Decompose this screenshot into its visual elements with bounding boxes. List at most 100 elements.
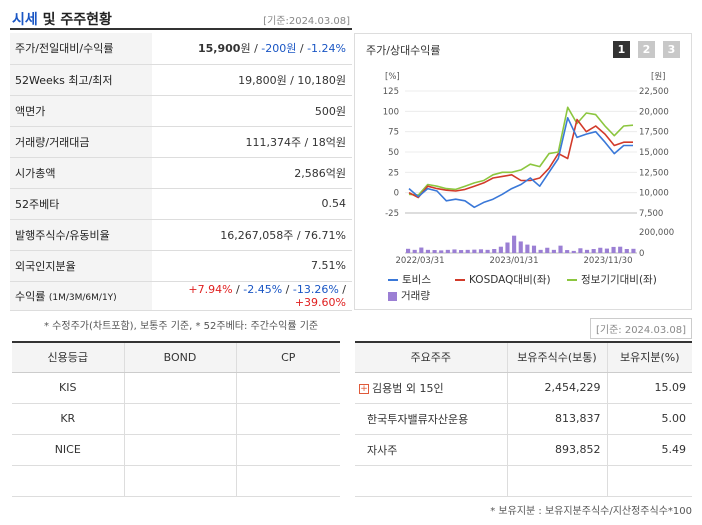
- table-row: + 김용범 외 15인 2,454,229 15.09: [355, 372, 692, 404]
- legend-swatch: [388, 291, 397, 301]
- table-row: 자사주 893,852 5.49: [355, 434, 692, 466]
- row-label: 거래량/거래대금: [10, 126, 152, 158]
- legend-item-tobis: 토비스: [388, 272, 431, 287]
- agency-cell: NICE: [12, 434, 124, 466]
- volume-bar: [472, 249, 477, 253]
- y-right-tick-label: 22,500: [639, 87, 669, 97]
- quote-footnote: * 수정주가(차트포함), 보통주 기준, * 52주베타: 주간수익률 기준: [44, 321, 319, 332]
- holder-shares: [506, 465, 607, 497]
- volume-bar: [584, 249, 590, 253]
- holder-shares: 893,852: [506, 434, 607, 466]
- table-row: KIS: [12, 372, 340, 404]
- holder-pct: 5.00: [606, 403, 692, 435]
- volume-bar: [452, 249, 457, 253]
- cp-cell: [235, 465, 340, 497]
- table-row: 수익률 (1M/3M/6M/1Y) +7.94% / -2.45% / -13.…: [10, 281, 352, 311]
- row-value: 16,267,058주 / 76.71%: [152, 219, 352, 251]
- volume-bar: [445, 249, 450, 253]
- volume-bar: [505, 242, 510, 253]
- table-row: [12, 465, 340, 497]
- holder-pct: [606, 465, 692, 497]
- y-left-tick-label: 25: [388, 168, 399, 178]
- row-label: 시가총액: [10, 157, 152, 189]
- volume-bar: [492, 249, 497, 253]
- volume-bar: [439, 250, 444, 253]
- volume-bar: [558, 245, 563, 253]
- bond-cell: [123, 403, 236, 435]
- y-left-tick-label: 50: [388, 148, 399, 158]
- legend-swatch: [455, 279, 465, 281]
- y-left-tick-label: 0: [394, 189, 399, 199]
- x-tick-label: 2023/11/30: [584, 256, 633, 266]
- table-header-row: 신용등급 BOND CP: [12, 342, 340, 373]
- volume-bar: [631, 248, 636, 253]
- volume-bar: [518, 241, 523, 253]
- volume-bar: [591, 249, 596, 253]
- row-label: 외국인지분율: [10, 250, 152, 282]
- returns-value: +7.94% / -2.45% / -13.26% / +39.60%: [152, 281, 352, 311]
- chart-tab-2[interactable]: 2: [638, 41, 655, 58]
- legend-item-volume: 거래량: [388, 288, 430, 303]
- row-label: 액면가: [10, 95, 152, 127]
- series-line: [408, 118, 633, 199]
- holder-name: + 김용범 외 15인: [355, 372, 507, 404]
- holder-pct: 15.09: [606, 372, 692, 404]
- agency-cell: KR: [12, 403, 124, 435]
- legend-item-kosdaq: KOSDAQ대비(좌): [455, 272, 551, 287]
- price-value: 15,900원 / -200원 / -1.24%: [152, 33, 352, 65]
- cp-cell: [235, 403, 340, 435]
- table-row: 한국투자밸류자산운용 813,837 5.00: [355, 403, 692, 435]
- bond-cell: [123, 372, 236, 404]
- volume-bar: [419, 247, 424, 253]
- column-header: BOND: [123, 342, 236, 373]
- x-tick-label: 2022/03/31: [396, 256, 445, 266]
- chart-tab-3[interactable]: 3: [663, 41, 680, 58]
- column-header: 주요주주: [355, 342, 507, 373]
- table-row: 거래량/거래대금 111,374주 / 18억원: [10, 126, 352, 158]
- column-header: 보유주식수(보통): [506, 342, 607, 373]
- legend-swatch: [567, 279, 577, 281]
- reference-date-chip: [기준: 2024.03.08]: [589, 318, 692, 339]
- shareholder-footnote: * 보유지분 : 보유지분주식수/지산정주식수*100: [490, 506, 692, 517]
- volume-bar: [525, 244, 530, 253]
- y-left-tick-label: 75: [388, 128, 399, 138]
- y-left-tick-label: 100: [383, 107, 399, 117]
- chart-title: 주가/상대수익률: [366, 44, 441, 57]
- column-header: 신용등급: [12, 342, 124, 373]
- section-header: 시세 및 주주현황 [기준:2024.03.08]: [10, 6, 352, 30]
- left-axis-unit: [%]: [385, 72, 400, 82]
- volume-bar: [425, 249, 431, 253]
- volume-bar: [598, 247, 603, 253]
- table-row: 액면가 500원: [10, 95, 352, 127]
- table-header-row: 주요주주 보유주식수(보통) 보유지분(%): [355, 342, 692, 373]
- row-value: 0.54: [152, 188, 352, 220]
- chart-panel: 주가/상대수익률 1 2 3 [%] [원] 125 100 75 50 25 0 -25 2…: [354, 33, 692, 310]
- legend-item-sector: 정보기기대비(좌): [567, 272, 657, 287]
- table-row: 52Weeks 최고/최저 19,800원 / 10,180원: [10, 64, 352, 96]
- holder-shares: 813,837: [506, 403, 607, 435]
- volume-bar: [545, 247, 550, 253]
- row-label: 52주베타: [10, 188, 152, 220]
- holder-shares: 2,454,229: [506, 372, 607, 404]
- volume-tick-label: 0: [639, 249, 644, 259]
- volume-bar: [478, 249, 484, 253]
- y-right-tick-label: 10,000: [639, 189, 669, 199]
- y-left-tick-label: -25: [385, 209, 399, 219]
- holder-name: 한국투자밸류자산운용: [355, 403, 507, 435]
- volume-bar: [531, 245, 537, 253]
- volume-bar: [538, 249, 543, 253]
- bond-cell: [123, 434, 236, 466]
- row-value: 19,800원 / 10,180원: [152, 64, 352, 96]
- shareholders-table: 주요주주 보유주식수(보통) 보유지분(%) + 김용범 외 15인 2,454,…: [355, 341, 692, 497]
- expand-icon[interactable]: +: [359, 383, 369, 394]
- volume-bar: [618, 246, 623, 253]
- holder-pct: 5.49: [606, 434, 692, 466]
- chart-tab-1[interactable]: 1: [613, 41, 630, 58]
- credit-rating-table: 신용등급 BOND CP KIS KR NICE: [12, 341, 340, 497]
- y-right-tick-label: 17,500: [639, 128, 669, 138]
- chart-tabs: 1 2 3: [613, 41, 680, 58]
- row-label: 수익률 (1M/3M/6M/1Y): [10, 281, 152, 311]
- row-value: 2,586억원: [152, 157, 352, 189]
- row-value: 500원: [152, 95, 352, 127]
- series-line: [408, 117, 633, 209]
